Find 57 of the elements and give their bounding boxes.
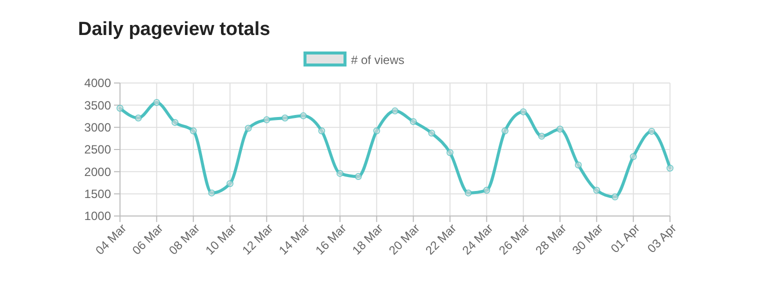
point (172, 118, 178, 126)
line-series (116, 99, 674, 200)
y-tick-label: 1500 (84, 187, 112, 202)
point (574, 162, 582, 169)
point (648, 128, 656, 135)
point (630, 153, 637, 160)
point (208, 189, 216, 196)
x-tick-label: 06 Mar (129, 221, 166, 258)
point (263, 116, 270, 124)
legend-label: # of views (351, 53, 404, 67)
point (538, 132, 546, 140)
point (392, 107, 398, 114)
x-tick-label: 28 Mar (532, 221, 570, 258)
point (666, 164, 674, 172)
x-tick-label: 03 Apr (644, 221, 680, 256)
point (282, 114, 288, 122)
y-tick-label: 2500 (84, 142, 112, 157)
point (446, 149, 454, 156)
point (134, 114, 142, 122)
point (354, 173, 362, 180)
x-tick-label: 10 Mar (202, 221, 240, 258)
x-tick-label: 26 Mar (496, 221, 532, 258)
point (428, 130, 436, 137)
point (502, 127, 508, 134)
point (336, 170, 344, 177)
x-tick-label: 24 Mar (459, 221, 496, 258)
x-tick-label: 08 Mar (166, 221, 202, 258)
point (373, 127, 380, 134)
point (244, 124, 252, 132)
y-tick-label: 4000 (84, 76, 112, 90)
x-tick-label: 14 Mar (276, 221, 312, 258)
x-tick-label: 16 Mar (312, 221, 350, 258)
point (116, 104, 124, 112)
point (300, 112, 307, 120)
y-tick-label: 2000 (84, 164, 112, 179)
y-tick-label: 3500 (84, 98, 112, 112)
point (226, 180, 234, 188)
point (410, 118, 417, 126)
point (612, 193, 618, 200)
point (464, 189, 472, 196)
x-tick-label: 30 Mar (569, 221, 606, 258)
point (593, 186, 600, 194)
x-tick-label: 18 Mar (349, 221, 386, 258)
point (556, 126, 564, 133)
y-tick-label: 1000 (84, 209, 112, 224)
point (318, 127, 326, 134)
x-tick-label: 01 Apr (608, 221, 642, 256)
x-tick-label: 20 Mar (386, 221, 422, 258)
point (520, 108, 527, 116)
x-tick-label: 04 Mar (92, 221, 130, 258)
point (483, 186, 490, 194)
point (153, 99, 160, 106)
x-tick-label: 12 Mar (239, 221, 276, 258)
chart-title: Daily pageview totals (78, 19, 270, 40)
point (190, 127, 197, 134)
x-tick-label: 22 Mar (422, 221, 460, 258)
y-tick-label: 3000 (84, 120, 112, 135)
